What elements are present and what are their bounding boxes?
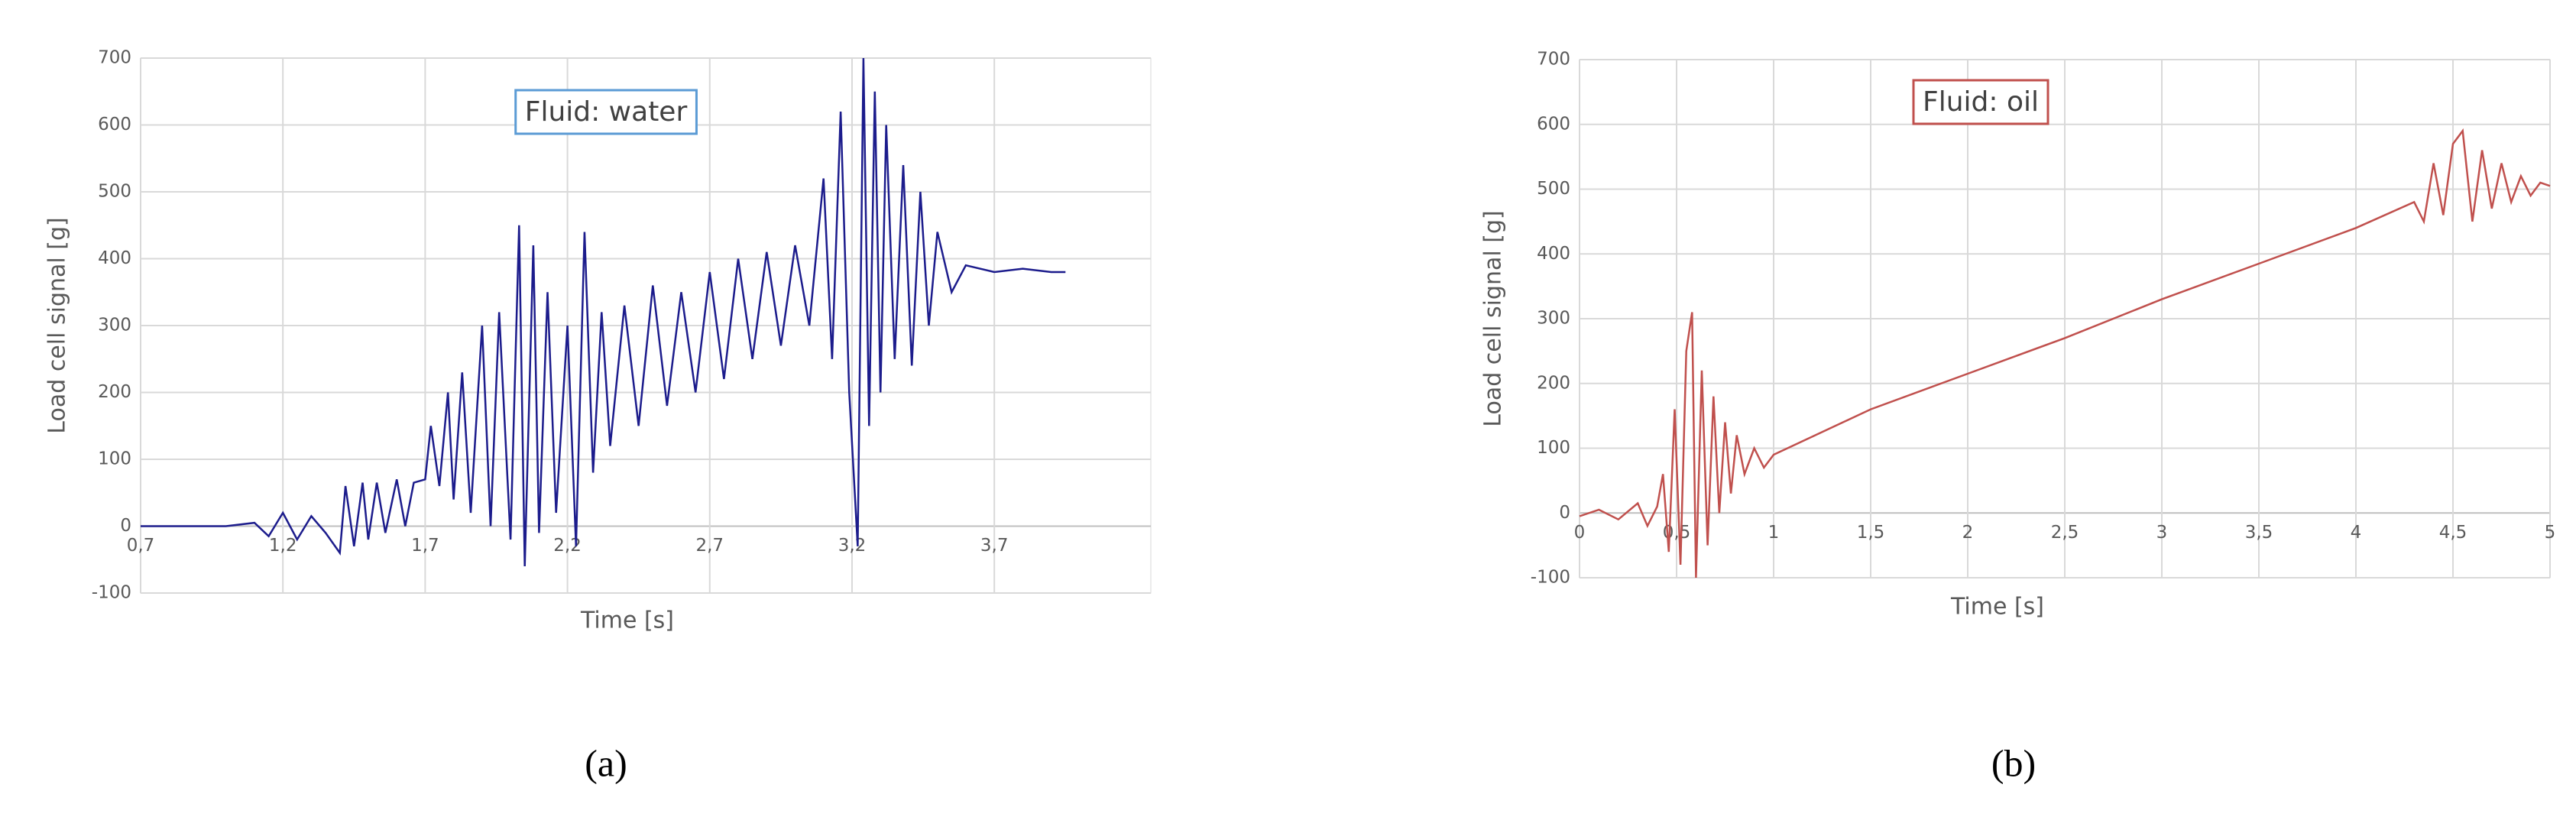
x-tick-label: 2,5 <box>2051 523 2079 543</box>
data-line <box>1579 128 2551 579</box>
y-tick-label: 600 <box>1537 114 1570 134</box>
y-axis-title: Load cell signal [g] <box>44 217 71 433</box>
y-tick-label: 0 <box>120 516 131 536</box>
annotation-box <box>514 89 698 135</box>
y-tick-label: 200 <box>1537 373 1570 393</box>
x-axis-title: Time [s] <box>580 608 674 634</box>
y-tick-label: 500 <box>98 182 131 202</box>
x-tick-label: 1,7 <box>411 536 439 556</box>
x-tick-label: 2 <box>1962 523 1974 543</box>
y-tick-label: 400 <box>1537 244 1570 264</box>
y-tick-label: -100 <box>1531 568 1570 588</box>
x-tick-label: 5 <box>2545 523 2556 543</box>
annotation-box <box>1912 79 2049 125</box>
x-tick-label: 1,5 <box>1857 523 1885 543</box>
x-tick-label: 3,7 <box>980 536 1009 556</box>
x-tick-label: 3,2 <box>838 536 867 556</box>
x-tick-label: 2,7 <box>695 536 724 556</box>
x-tick-label: 1,2 <box>269 536 297 556</box>
y-tick-label: 200 <box>98 382 131 402</box>
data-line <box>141 57 1066 567</box>
x-tick-label: 3 <box>2156 523 2168 543</box>
y-tick-label: 600 <box>98 115 131 135</box>
y-tick-label: 500 <box>1537 179 1570 199</box>
y-axis-title: Load cell signal [g] <box>1480 210 1507 426</box>
x-tick-label: 0 <box>1574 523 1586 543</box>
y-tick-label: 300 <box>98 316 131 335</box>
y-tick-label: 700 <box>98 48 131 68</box>
caption: (b) <box>1991 741 2036 784</box>
x-tick-label: 1 <box>1768 523 1780 543</box>
annotation: Fluid: water <box>525 96 688 128</box>
x-tick-label: 4,5 <box>2439 523 2467 543</box>
x-tick-label: 0,7 <box>127 536 155 556</box>
y-tick-label: 100 <box>1537 438 1570 458</box>
x-tick-label: 4 <box>2351 523 2362 543</box>
y-tick-label: 700 <box>1537 50 1570 70</box>
annotation: Fluid: oil <box>1923 86 2039 118</box>
y-tick-label: 300 <box>1537 309 1570 329</box>
caption: (a) <box>585 741 627 784</box>
y-tick-label: 100 <box>98 449 131 469</box>
x-axis-title: Time [s] <box>1950 594 2044 621</box>
y-tick-label: 0 <box>1559 503 1570 523</box>
y-tick-label: -100 <box>92 583 131 603</box>
x-tick-label: 2,2 <box>553 536 582 556</box>
x-tick-label: 3,5 <box>2245 523 2273 543</box>
y-tick-label: 400 <box>98 248 131 268</box>
